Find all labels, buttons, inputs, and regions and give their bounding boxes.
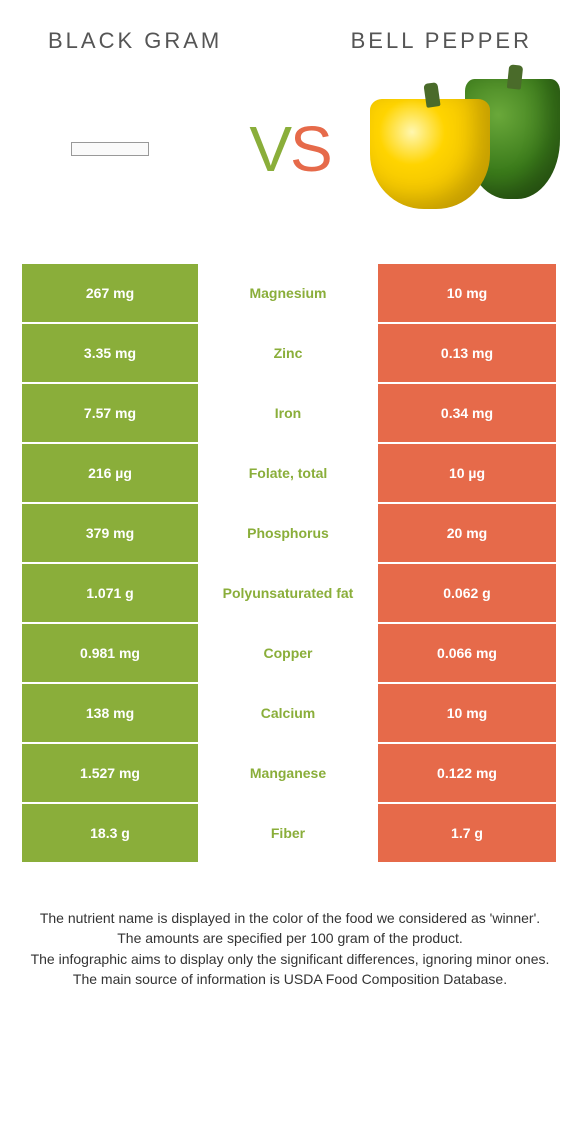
green-pepper-stem-icon bbox=[507, 64, 523, 89]
left-value-cell: 18.3 g bbox=[22, 804, 200, 862]
right-value-cell: 0.122 mg bbox=[378, 744, 556, 802]
nutrient-label-cell: Calcium bbox=[200, 684, 378, 742]
footnote-line: The infographic aims to display only the… bbox=[28, 949, 552, 969]
right-value-cell: 20 mg bbox=[378, 504, 556, 562]
table-row: 1.527 mgManganese0.122 mg bbox=[22, 744, 558, 804]
nutrient-label-cell: Copper bbox=[200, 624, 378, 682]
left-food-title: BLACK GRAM bbox=[48, 28, 222, 54]
right-value-cell: 0.062 g bbox=[378, 564, 556, 622]
footnote-line: The nutrient name is displayed in the co… bbox=[28, 908, 552, 928]
missing-image-icon bbox=[71, 142, 149, 156]
right-value-cell: 10 mg bbox=[378, 684, 556, 742]
table-row: 216 µgFolate, total10 µg bbox=[22, 444, 558, 504]
table-row: 18.3 gFiber1.7 g bbox=[22, 804, 558, 864]
left-value-cell: 267 mg bbox=[22, 264, 200, 322]
left-value-cell: 3.35 mg bbox=[22, 324, 200, 382]
table-row: 379 mgPhosphorus20 mg bbox=[22, 504, 558, 564]
nutrient-table: 267 mgMagnesium10 mg3.35 mgZinc0.13 mg7.… bbox=[22, 264, 558, 864]
left-value-cell: 7.57 mg bbox=[22, 384, 200, 442]
left-food-image bbox=[10, 69, 210, 229]
footnote-line: The main source of information is USDA F… bbox=[28, 969, 552, 989]
images-row: VS bbox=[0, 64, 580, 264]
footnote-line: The amounts are specified per 100 gram o… bbox=[28, 928, 552, 948]
table-row: 3.35 mgZinc0.13 mg bbox=[22, 324, 558, 384]
table-row: 138 mgCalcium10 mg bbox=[22, 684, 558, 744]
table-row: 7.57 mgIron0.34 mg bbox=[22, 384, 558, 444]
right-value-cell: 10 µg bbox=[378, 444, 556, 502]
left-value-cell: 1.527 mg bbox=[22, 744, 200, 802]
nutrient-label-cell: Folate, total bbox=[200, 444, 378, 502]
vs-letter-right: S bbox=[290, 113, 331, 185]
right-value-cell: 0.13 mg bbox=[378, 324, 556, 382]
table-row: 1.071 gPolyunsaturated fat0.062 g bbox=[22, 564, 558, 624]
bell-pepper-illustration bbox=[370, 69, 570, 229]
right-value-cell: 1.7 g bbox=[378, 804, 556, 862]
nutrient-label-cell: Iron bbox=[200, 384, 378, 442]
footnotes: The nutrient name is displayed in the co… bbox=[0, 864, 580, 989]
right-value-cell: 0.066 mg bbox=[378, 624, 556, 682]
left-value-cell: 0.981 mg bbox=[22, 624, 200, 682]
nutrient-label-cell: Fiber bbox=[200, 804, 378, 862]
vs-letter-left: V bbox=[249, 113, 290, 185]
right-food-title: BELL PEPPER bbox=[351, 28, 532, 54]
yellow-pepper-stem-icon bbox=[423, 82, 440, 108]
left-value-cell: 1.071 g bbox=[22, 564, 200, 622]
left-value-cell: 138 mg bbox=[22, 684, 200, 742]
vs-label: VS bbox=[249, 112, 330, 186]
nutrient-label-cell: Polyunsaturated fat bbox=[200, 564, 378, 622]
left-value-cell: 379 mg bbox=[22, 504, 200, 562]
nutrient-label-cell: Phosphorus bbox=[200, 504, 378, 562]
yellow-pepper-icon bbox=[370, 99, 490, 209]
header: BLACK GRAM BELL PEPPER bbox=[0, 0, 580, 64]
nutrient-label-cell: Zinc bbox=[200, 324, 378, 382]
left-value-cell: 216 µg bbox=[22, 444, 200, 502]
right-food-image bbox=[370, 69, 570, 229]
right-value-cell: 10 mg bbox=[378, 264, 556, 322]
nutrient-label-cell: Manganese bbox=[200, 744, 378, 802]
table-row: 267 mgMagnesium10 mg bbox=[22, 264, 558, 324]
table-row: 0.981 mgCopper0.066 mg bbox=[22, 624, 558, 684]
nutrient-label-cell: Magnesium bbox=[200, 264, 378, 322]
right-value-cell: 0.34 mg bbox=[378, 384, 556, 442]
